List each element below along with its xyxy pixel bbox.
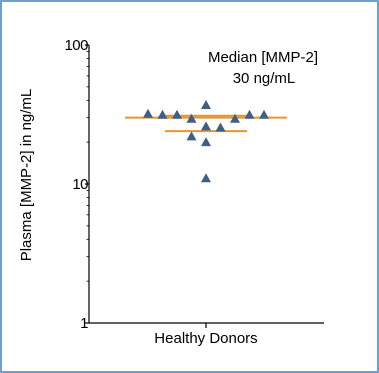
y-tick-label: 1 bbox=[80, 315, 88, 332]
x-category-label: Healthy Donors bbox=[154, 330, 257, 347]
data-point bbox=[187, 131, 197, 140]
data-point bbox=[201, 100, 211, 109]
data-point bbox=[201, 137, 211, 146]
y-tick-label: 100 bbox=[64, 37, 88, 54]
data-point bbox=[201, 173, 211, 182]
data-point bbox=[216, 122, 226, 131]
annotation-line-2: 30 ng/mL bbox=[233, 70, 296, 87]
data-point bbox=[259, 110, 269, 119]
data-point bbox=[158, 110, 168, 119]
y-axis-label: Plasma [MMP-2] in ng/mL bbox=[18, 89, 35, 262]
annotation-line-1: Median [MMP-2] bbox=[208, 49, 318, 66]
data-point bbox=[172, 110, 182, 119]
data-point bbox=[143, 109, 153, 118]
data-point bbox=[201, 121, 211, 130]
data-series bbox=[125, 100, 287, 182]
data-point bbox=[245, 110, 255, 119]
y-tick-label: 10 bbox=[72, 176, 88, 193]
